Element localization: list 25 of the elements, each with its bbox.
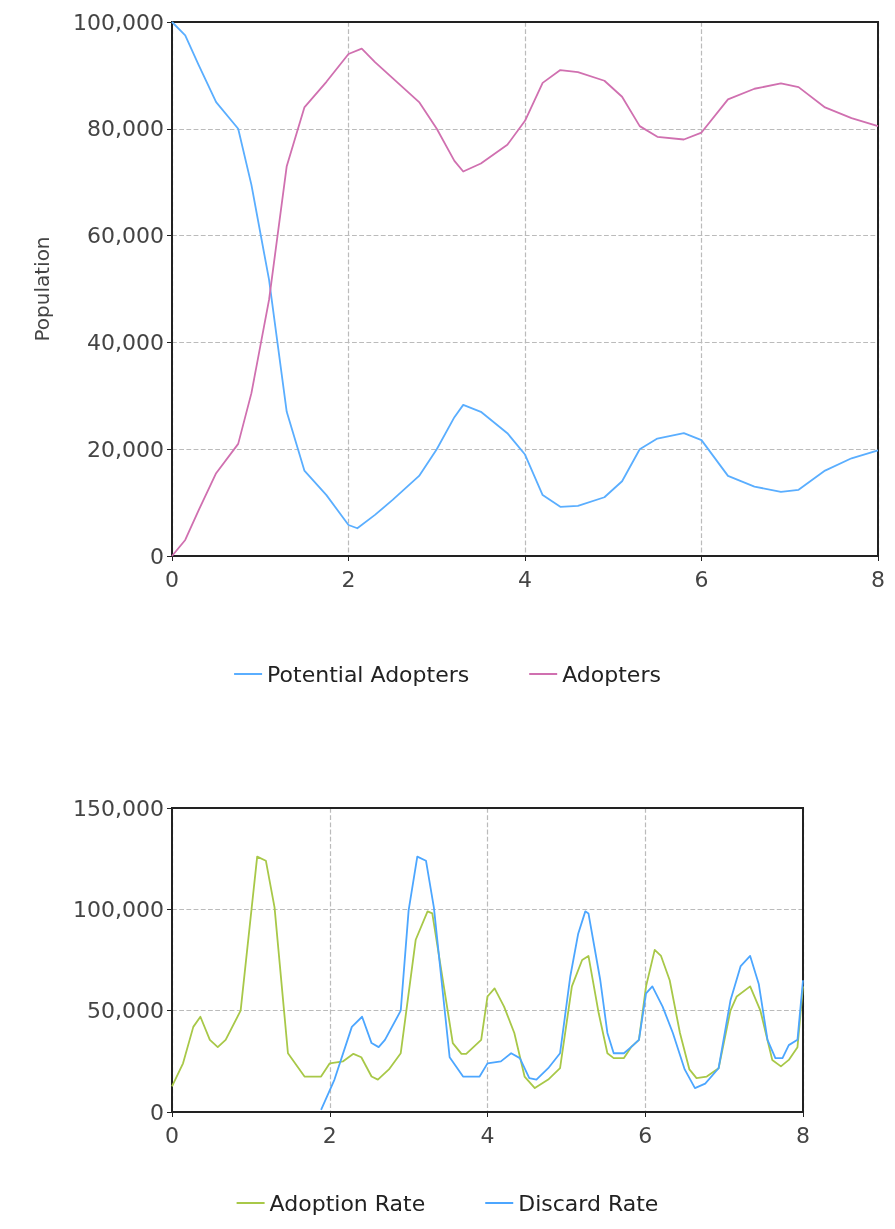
y-tick-label: 60,000	[87, 223, 164, 249]
line-series	[320, 855, 804, 1111]
x-tick-label: 4	[480, 1122, 495, 1148]
x-tick-label: 2	[341, 566, 356, 592]
x-tick-label: 2	[322, 1122, 337, 1148]
y-tick-label: 20,000	[87, 436, 164, 462]
legend-label: Discard Rate	[518, 1190, 659, 1216]
y-tick-label: 40,000	[87, 329, 164, 355]
x-tick-label: 6	[694, 566, 709, 592]
legend-label: Potential Adopters	[267, 661, 470, 687]
legend-label: Adoption Rate	[269, 1190, 426, 1216]
x-tick-label: 4	[518, 566, 532, 592]
x-tick-label: 6	[638, 1122, 653, 1148]
y-tick-label: 0	[150, 1099, 164, 1125]
y-tick-label: 100,000	[73, 896, 164, 922]
y-tick-label: 50,000	[87, 998, 164, 1024]
legend-label: Adopters	[562, 661, 661, 687]
y-tick-label: 100,000	[73, 9, 164, 35]
y-axis-title: Population	[30, 236, 54, 342]
line-series	[171, 855, 804, 1089]
x-tick-label: 8	[871, 566, 885, 592]
y-tick-label: 80,000	[87, 116, 164, 142]
x-tick-label: 8	[796, 1122, 810, 1148]
y-tick-label: 150,000	[73, 795, 164, 821]
y-tick-label: 0	[150, 543, 164, 569]
